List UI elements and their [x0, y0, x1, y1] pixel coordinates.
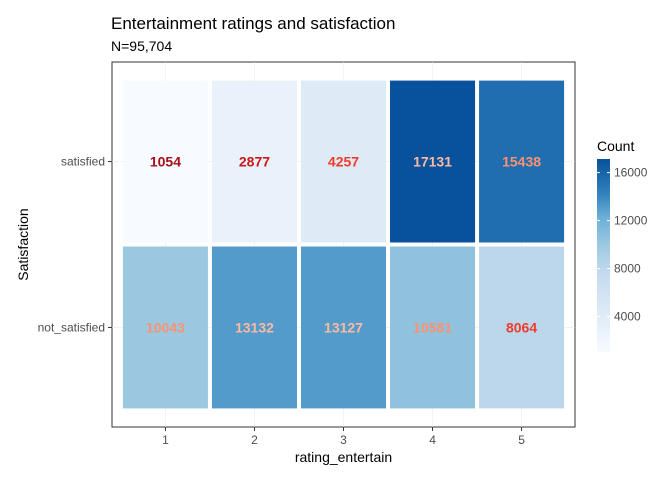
chart-title: Entertainment ratings and satisfaction [111, 14, 395, 33]
cell-labels: 1054 2877 4257 17131 15438 10043 13132 13127 105… [146, 154, 541, 336]
heatmap-cell [479, 80, 565, 243]
cell-value-label: 8064 [506, 319, 537, 335]
legend-tick-label: 16000 [614, 166, 648, 180]
x-axis-title: rating_entertain [295, 449, 392, 465]
legend-colorbar [597, 159, 610, 352]
legend-ticks: 4000 8000 12000 16000 [597, 166, 648, 324]
heatmap-cell [300, 246, 387, 409]
heatmap-cells [122, 80, 565, 409]
x-tick-label: 1 [162, 433, 169, 447]
chart-subtitle: N=95,704 [111, 38, 172, 54]
y-axis-ticks: satisfied not_satisfied [38, 155, 112, 334]
cell-value-label: 2877 [239, 154, 270, 170]
y-tick-label: satisfied [61, 155, 105, 169]
legend-tick-label: 8000 [614, 262, 641, 276]
cell-value-label: 15438 [502, 154, 541, 170]
cell-value-label: 4257 [328, 154, 359, 170]
legend-tick-label: 4000 [614, 310, 641, 324]
cell-value-label: 10043 [146, 319, 185, 335]
heatmap-cell [122, 80, 208, 243]
legend-title: Count [597, 138, 634, 154]
heatmap-cell [211, 80, 297, 243]
x-tick-label: 5 [518, 433, 525, 447]
heatmap-cell [390, 246, 476, 409]
legend-tick-label: 12000 [614, 214, 648, 228]
heatmap-cell [122, 246, 208, 409]
cell-value-label: 1054 [150, 154, 181, 170]
y-tick-label: not_satisfied [38, 320, 105, 334]
cell-value-label: 13132 [235, 319, 274, 335]
x-axis-ticks: 1 2 3 4 5 [162, 427, 525, 447]
cell-value-label: 17131 [413, 154, 452, 170]
cell-value-label: 13127 [324, 319, 363, 335]
cell-value-label: 10581 [413, 319, 452, 335]
heatmap-cell [211, 246, 297, 409]
heatmap-cell [300, 80, 387, 243]
y-axis-title: Satisfaction [15, 208, 31, 280]
x-tick-label: 3 [340, 433, 347, 447]
heatmap-cell [479, 246, 565, 409]
heatmap-cell [390, 80, 476, 243]
x-tick-label: 4 [429, 433, 436, 447]
x-tick-label: 2 [251, 433, 258, 447]
